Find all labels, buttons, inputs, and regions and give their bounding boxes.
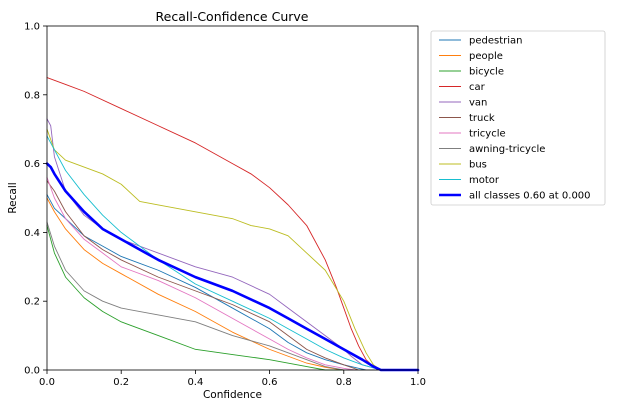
- series-line-truck: [46, 180, 419, 371]
- series-line-pedestrian: [46, 194, 419, 371]
- x-tick-label: 0.2: [113, 377, 129, 388]
- legend: pedestrian people bicycle car van truck tricyc…: [430, 30, 606, 206]
- plot-frame: [46, 25, 419, 371]
- y-tick-label: 0.0: [24, 366, 40, 377]
- legend-label-bus: bus: [469, 160, 487, 171]
- series-line-car: [46, 77, 419, 371]
- legend-items: pedestrian people bicycle car van truck tricyc…: [439, 36, 591, 202]
- y-axis-label: Recall: [7, 182, 19, 213]
- y-tick-label: 0.4: [24, 228, 40, 239]
- series-line-motor: [46, 135, 419, 371]
- x-tick-label: 0.4: [187, 377, 203, 388]
- series-line-bus: [46, 128, 419, 371]
- series-layer: [45, 77, 420, 372]
- legend-label-truck: truck: [469, 113, 495, 124]
- legend-label-motor: motor: [469, 175, 500, 186]
- legend-label-all-classes-0-60-at-0-000: all classes 0.60 at 0.000: [469, 191, 591, 202]
- legend-label-tricycle: tricycle: [469, 129, 506, 140]
- x-tick-label: 1.0: [410, 377, 426, 388]
- y-tick-label: 0.8: [24, 90, 40, 101]
- legend-frame: [430, 30, 606, 206]
- legend-label-van: van: [469, 98, 487, 109]
- series-line-awning-tricycle: [46, 221, 419, 371]
- y-tick-label: 0.6: [24, 159, 40, 170]
- series-line-all-classes-0-60-at-0-000: [45, 162, 420, 372]
- y-tick-label: 0.2: [24, 297, 40, 308]
- y-tick-label: 1.0: [24, 22, 40, 33]
- x-tick-label: 0.8: [336, 377, 352, 388]
- legend-label-bicycle: bicycle: [469, 67, 504, 78]
- legend-label-people: people: [469, 51, 503, 62]
- legend-label-pedestrian: pedestrian: [469, 36, 523, 47]
- legend-label-car: car: [469, 82, 486, 93]
- x-axis-label: Confidence: [203, 389, 262, 401]
- chart-title: Recall-Confidence Curve: [156, 9, 309, 24]
- x-tick-label: 0.0: [39, 377, 55, 388]
- series-line-tricycle: [46, 176, 419, 371]
- x-tick-label: 0.6: [262, 377, 278, 388]
- ticks-layer: 0.0 0.2 0.4 0.6 0.8 1.0 0.0 0.2 0.4 0.6 0.8 1.0: [24, 22, 426, 389]
- legend-label-awning-tricycle: awning-tricycle: [469, 144, 545, 155]
